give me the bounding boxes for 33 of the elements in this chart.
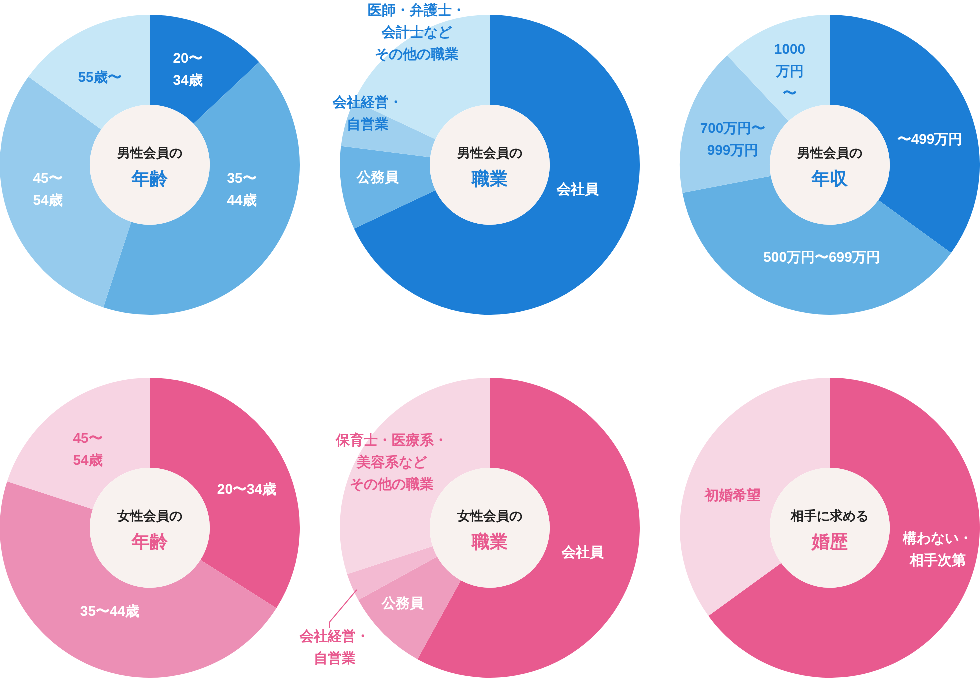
slice-label: 45〜54歳 [73, 430, 103, 468]
text: 年齢 [131, 168, 169, 189]
slice-label: 会社員 [556, 180, 600, 197]
slice-label: 55歳〜 [78, 68, 122, 85]
slice-label: 45〜54歳 [33, 170, 63, 208]
text: 相手に求める [790, 508, 869, 524]
slice-label: 公務員 [381, 594, 425, 611]
slice-label: 会社経営・自営業 [299, 628, 370, 666]
text: 女性会員の [456, 508, 522, 524]
slice-label: 35〜44歳 [80, 602, 140, 619]
slice-label: 1000万円〜 [774, 40, 806, 101]
text: 男性会員の [796, 146, 862, 161]
text: 年齢 [131, 532, 169, 552]
slice-label: 20〜34歳 [173, 50, 203, 88]
slice-label: 20〜34歳 [217, 480, 277, 497]
text: 女性会員の [116, 508, 182, 524]
slice-label: 初婚希望 [704, 486, 761, 503]
slice-label: 公務員 [356, 168, 400, 185]
text: 婚歴 [811, 532, 848, 552]
slice-label: 500万円〜699万円 [764, 248, 880, 265]
slice-label: 会社員 [561, 544, 605, 560]
slice-label: 〜499万円 [897, 130, 963, 147]
text: 職業 [471, 168, 508, 189]
slice-label: 会社経営・自営業 [332, 94, 403, 132]
text: 男性会員の [456, 146, 522, 161]
text: 年収 [811, 168, 849, 189]
slice-label: 700万円〜999万円 [700, 120, 766, 158]
text: 男性会員の [116, 146, 182, 161]
slice-label: 保育士・医療系・美容系などその他の職業 [335, 432, 448, 492]
slice-label: 構わない・相手次第 [902, 530, 973, 568]
text: 職業 [471, 532, 508, 552]
slice-label: 医師・弁護士・会計士などその他の職業 [368, 2, 466, 62]
slice-label: 35〜44歳 [227, 170, 257, 208]
